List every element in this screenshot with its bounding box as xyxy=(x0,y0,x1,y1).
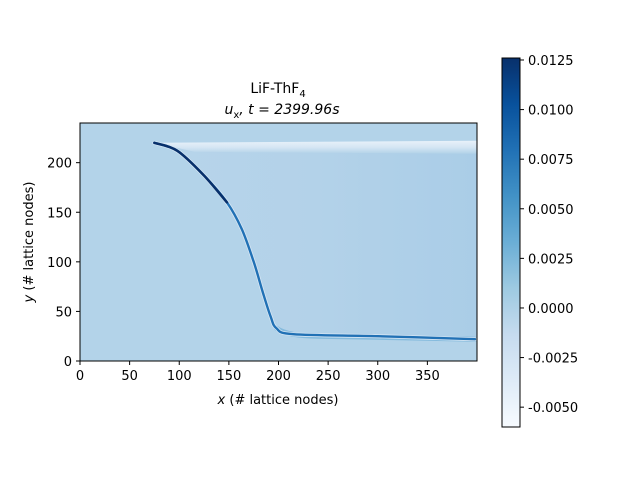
colorbar-tick-label: 0.0125 xyxy=(528,54,574,69)
y-tick-label: 200 xyxy=(47,157,72,172)
x-tick-label: 250 xyxy=(316,369,341,384)
liquid-region xyxy=(154,142,477,340)
x-axis-ticks: 0 50 100 150 200 250 300 350 xyxy=(76,361,440,384)
top-boundary-band xyxy=(154,140,477,154)
colorbar xyxy=(501,57,521,428)
colorbar-tick-label: 0.0025 xyxy=(528,252,574,267)
heatmap-plot xyxy=(80,123,477,361)
chart-title-line1: LiF-ThF4 xyxy=(250,81,305,100)
front-peak xyxy=(153,141,229,204)
colorbar-tick-label: -0.0025 xyxy=(528,352,578,367)
colorbar-ticks: -0.0050 -0.0025 0.0000 0.0025 0.0050 0.0075 0.… xyxy=(520,54,578,416)
chart-title-line2: ux, t = 2399.96s xyxy=(224,102,339,121)
x-tick-label: 0 xyxy=(76,369,84,384)
x-tick-label: 100 xyxy=(167,369,192,384)
x-tick-label: 50 xyxy=(121,369,138,384)
y-axis-ticks: 0 50 100 150 200 xyxy=(47,157,80,370)
x-tick-label: 150 xyxy=(216,369,241,384)
y-tick-label: 0 xyxy=(64,355,72,370)
colorbar-tick-label: 0.0100 xyxy=(528,104,574,119)
colorbar-tick-label: 0.0050 xyxy=(528,203,574,218)
colorbar-tick-label: -0.0050 xyxy=(528,401,578,416)
y-axis-label: y (# lattice nodes) xyxy=(22,182,37,304)
y-tick-label: 150 xyxy=(47,206,72,221)
x-axis-label: x (# lattice nodes) xyxy=(217,393,339,408)
x-tick-label: 350 xyxy=(415,369,440,384)
colorbar-tick-label: 0.0075 xyxy=(528,153,574,168)
x-tick-label: 300 xyxy=(365,369,390,384)
colorbar-tick-label: 0.0000 xyxy=(528,302,574,317)
x-tick-label: 200 xyxy=(266,369,291,384)
y-tick-label: 50 xyxy=(55,305,72,320)
y-tick-label: 100 xyxy=(47,256,72,271)
